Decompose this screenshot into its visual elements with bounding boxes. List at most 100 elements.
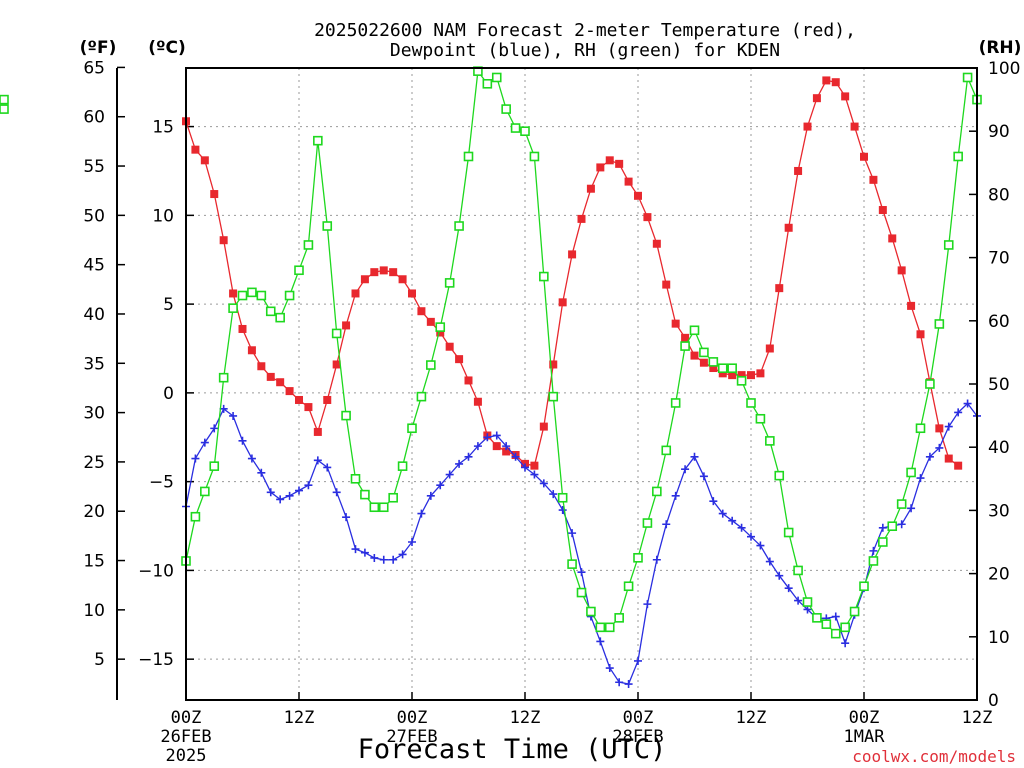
fahrenheit-tick-label: 60 [83, 108, 105, 128]
rh-point [397, 461, 408, 471]
rh-tick-label: 70 [988, 249, 1010, 269]
rh-point [247, 287, 257, 298]
fahrenheit-tick-label: 65 [83, 58, 105, 78]
rh-point [623, 581, 634, 592]
celsius-tick-label: −15 [138, 650, 174, 670]
temperature-point [784, 223, 793, 232]
temperature-point [323, 395, 332, 404]
temperature-point [492, 442, 501, 451]
rh-point [463, 151, 474, 162]
dewpoint-point [878, 523, 887, 532]
dewpoint-point [257, 468, 266, 477]
credit-label: coolwx.com/models [852, 747, 1016, 766]
rh-point [529, 151, 540, 162]
temperature-point [831, 78, 840, 87]
dewpoint-point [925, 452, 934, 461]
temperature-point [935, 424, 944, 433]
dewpoint-point [615, 678, 624, 687]
rh-point [444, 278, 455, 288]
dewpoint-point [379, 555, 388, 564]
dewpoint-point [483, 433, 492, 442]
x-tick-label: 2025 [166, 746, 207, 766]
temperature-point [360, 275, 369, 284]
dewpoint-point [436, 481, 445, 490]
temperature-point [634, 191, 642, 200]
rh-tick-label: 0 [988, 691, 999, 711]
temperature-point [455, 355, 464, 364]
rh-tick-label: 40 [988, 438, 1010, 458]
x-tick-label: 12Z [284, 708, 315, 728]
rh-point [313, 135, 323, 146]
dewpoint-point [728, 516, 737, 525]
dewpoint-point [276, 495, 285, 504]
dewpoint-point [351, 545, 360, 554]
temperature-point [464, 376, 473, 385]
rh-point [284, 290, 295, 301]
temperature-point [860, 152, 868, 161]
temperature-point [200, 156, 209, 165]
rh-point [200, 486, 210, 497]
dewpoint-point [784, 584, 793, 593]
temperature-point [229, 289, 238, 298]
rh-point [0, 94, 9, 105]
temperature-point [907, 301, 916, 310]
rh-point [830, 628, 841, 639]
dewpoint-point [718, 509, 727, 518]
celsius-axis: 15 10 5 0 −5 −10 −15 [138, 118, 194, 670]
rh-point [802, 597, 813, 607]
dewpoint-point [652, 555, 661, 564]
temperature-point [389, 268, 398, 277]
temperature-point [718, 369, 727, 378]
rh-point [341, 410, 351, 421]
dewpoint-point [238, 436, 247, 445]
rh-point [265, 306, 276, 317]
rh-point [925, 379, 935, 389]
temperature-point [445, 342, 454, 351]
temperature-point [539, 422, 548, 431]
rh-point [736, 376, 747, 386]
temperature-point [549, 360, 558, 369]
dewpoint-point [596, 637, 605, 646]
rh-point [576, 587, 587, 598]
temperature-point [728, 371, 737, 380]
dewpoint-point [775, 571, 784, 580]
fahrenheit-tick-label: 30 [83, 404, 105, 424]
temperature-point [624, 177, 633, 186]
dewpoint-point [530, 470, 539, 479]
temperature-point [812, 94, 821, 103]
rh-point [689, 325, 700, 336]
fahrenheit-tick-label: 15 [83, 552, 105, 572]
temperature-point [709, 364, 718, 373]
x-tick-label: 00Z [849, 708, 880, 728]
dewpoint-point [398, 550, 407, 559]
rh-point [840, 622, 850, 633]
temperature-point [332, 360, 341, 369]
rh-tick-label: 90 [988, 122, 1010, 142]
dewpoint-point [210, 424, 219, 433]
x-axis-title: Forecast Time (UTC) [358, 734, 667, 765]
rh-point [727, 363, 737, 374]
temperature-point [266, 372, 275, 381]
rh-point [746, 398, 756, 408]
rh-point [331, 328, 342, 339]
temperature-point [596, 163, 605, 172]
rh-point [812, 613, 822, 623]
rh-point [416, 391, 427, 402]
rh-point [906, 467, 916, 478]
dewpoint-point [643, 600, 652, 609]
dewpoint-point [671, 491, 680, 500]
rh-tick-label: 60 [988, 312, 1010, 332]
temperature-point [351, 289, 360, 298]
temperature-point [897, 266, 906, 275]
x-tick-label: 26FEB [160, 727, 211, 747]
rh-point [369, 502, 380, 513]
temperature-point [313, 427, 322, 436]
temperature-point [473, 397, 482, 406]
dewpoint-point [690, 452, 699, 461]
x-tick-label: 1MAR [844, 727, 886, 747]
temperature-point [690, 351, 699, 360]
temperature-point [652, 239, 661, 248]
celsius-tick-label: 0 [163, 384, 174, 404]
rh-series [0, 66, 982, 639]
rh-point [915, 423, 926, 434]
